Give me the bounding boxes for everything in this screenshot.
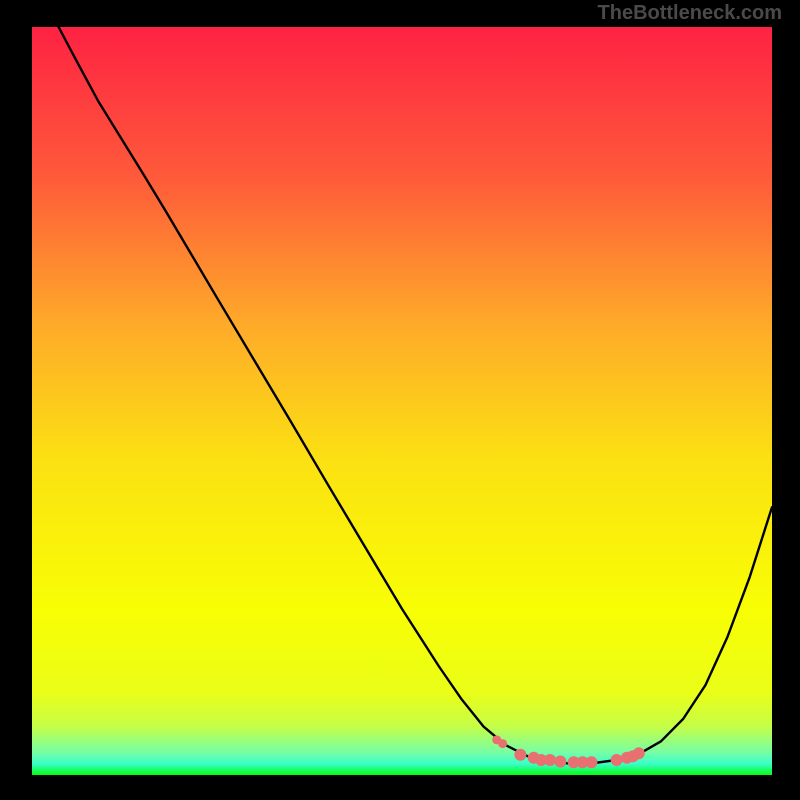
bottleneck-chart [32,27,772,775]
data-point [633,747,645,759]
data-point [611,754,623,766]
data-point [554,756,566,768]
data-point [585,756,597,768]
data-point [498,739,507,748]
attribution-text: TheBottleneck.com [598,2,782,25]
data-point [544,754,556,766]
data-point [514,749,526,761]
plot-gradient-background [32,27,772,775]
